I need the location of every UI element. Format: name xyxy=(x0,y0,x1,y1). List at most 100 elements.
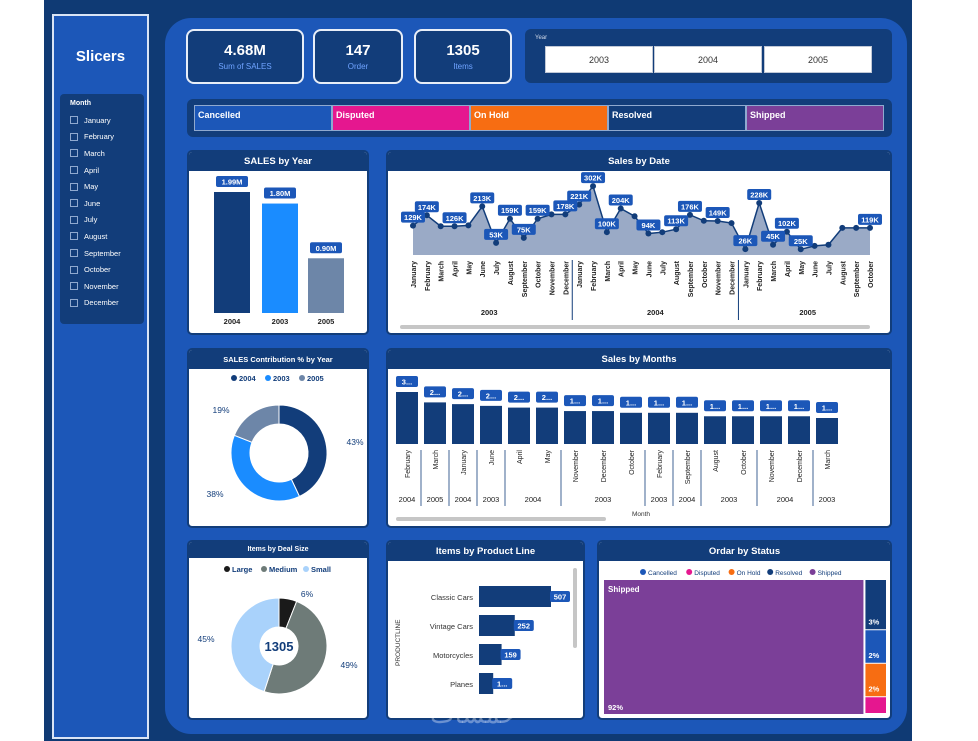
legend-dot xyxy=(303,566,309,572)
checkbox-icon[interactable] xyxy=(70,265,78,274)
month-bar xyxy=(648,412,670,444)
sales-date-month-label: October xyxy=(702,261,709,288)
year-slicer: Year 2003 2004 2005 xyxy=(525,29,892,83)
sales-date-month-label: March xyxy=(439,261,446,282)
month-tick-label: March xyxy=(825,450,832,470)
year-option-2003[interactable]: 2003 xyxy=(545,46,653,73)
checkbox-icon[interactable] xyxy=(70,116,78,125)
sales-date-label-bg xyxy=(470,192,495,204)
status-cancelled-button[interactable]: Cancelled xyxy=(194,105,332,131)
product-bar-label-bg xyxy=(492,678,513,689)
month-option-february[interactable]: February xyxy=(70,129,144,146)
checkbox-icon[interactable] xyxy=(70,232,78,241)
month-option-july[interactable]: July xyxy=(70,212,144,229)
kpi-items-label: Items xyxy=(453,62,473,71)
product-category-label: Classic Cars xyxy=(431,593,473,602)
checkbox-icon[interactable] xyxy=(70,215,78,224)
month-bar xyxy=(592,411,614,444)
horizontal-scrollbar xyxy=(396,517,606,521)
order-by-status-chart: Cancelled Disputed On Hold Resolved Shipped S… xyxy=(604,569,886,714)
legend-dot xyxy=(767,569,774,575)
status-onhold-button[interactable]: On Hold xyxy=(470,105,608,131)
sales-date-label-bg xyxy=(788,235,813,247)
month-tick-label: October xyxy=(629,449,636,475)
checkbox-icon[interactable] xyxy=(70,132,78,141)
month-bar-label-bg xyxy=(592,395,614,407)
month-bar-label-bg xyxy=(620,396,642,408)
legend-label: Small xyxy=(311,565,331,574)
sales-date-label: 126K xyxy=(446,214,465,223)
month-option-january[interactable]: January xyxy=(70,112,144,129)
checkbox-icon[interactable] xyxy=(70,199,78,208)
sales-date-point xyxy=(576,201,583,208)
checkbox-icon[interactable] xyxy=(70,282,78,291)
status-shipped-button[interactable]: Shipped xyxy=(746,105,884,131)
sales-date-month-label: April xyxy=(453,261,460,277)
month-option-may[interactable]: May xyxy=(70,178,144,195)
sales-date-point xyxy=(520,234,527,241)
sales-date-month-label: May xyxy=(633,261,640,275)
sales-date-month-label: May xyxy=(799,261,806,275)
checkbox-icon[interactable] xyxy=(70,249,78,258)
month-bar-label-bg xyxy=(452,388,474,400)
contribution-slice xyxy=(230,434,301,502)
sales-date-point xyxy=(811,242,818,249)
sales-date-label: 102K xyxy=(778,219,797,228)
year-bar-label: 1.80M xyxy=(270,189,291,198)
donut-center xyxy=(260,627,298,665)
month-year-label: 2003 xyxy=(483,495,500,504)
year-bar-label-bg xyxy=(264,187,296,199)
month-option-september[interactable]: September xyxy=(70,245,144,262)
year-option-2004[interactable]: 2004 xyxy=(654,46,762,73)
sales-date-point xyxy=(617,205,624,212)
month-bar-label: 2... xyxy=(458,390,468,399)
sales-date-year-label: 2003 xyxy=(481,308,498,317)
sales-date-label-bg xyxy=(747,188,772,200)
status-disputed-button[interactable]: Disputed xyxy=(332,105,470,131)
month-bar xyxy=(732,416,754,444)
month-option-march[interactable]: March xyxy=(70,145,144,162)
month-option-august[interactable]: August xyxy=(70,228,144,245)
month-option-label: April xyxy=(84,165,100,175)
sales-date-label-bg xyxy=(705,207,730,219)
items-by-deal-card: Items by Deal Size Large Medium Small 1305 6… xyxy=(187,540,369,720)
month-option-label: October xyxy=(84,265,111,275)
sales-date-label: 100K xyxy=(598,220,617,229)
sales-date-label-bg xyxy=(567,190,592,202)
sales-date-label-bg xyxy=(581,172,606,184)
month-option-november[interactable]: November xyxy=(70,278,144,295)
treemap-shipped-value: 92% xyxy=(608,703,623,712)
sales-contribution-chart: 2004 2003 2005 43% 38% 19% xyxy=(206,374,364,502)
month-bar-label-bg xyxy=(788,400,810,412)
horizontal-scrollbar xyxy=(400,325,870,329)
sales-date-label-bg xyxy=(774,217,799,229)
month-option-october[interactable]: October xyxy=(70,261,144,278)
sales-date-point xyxy=(534,215,541,222)
kpi-sales-card: 4.68M Sum of SALES xyxy=(186,29,304,84)
sales-by-year-card: SALES by Year 1.99M 2004 1.80M 2003 0.90M 200… xyxy=(187,150,369,335)
sales-date-point xyxy=(506,215,513,222)
month-tick-label: November xyxy=(769,449,776,482)
month-bar-label: 2... xyxy=(542,393,552,402)
month-option-june[interactable]: June xyxy=(70,195,144,212)
sales-date-point xyxy=(493,239,500,246)
month-option-april[interactable]: April xyxy=(70,162,144,179)
month-option-label: January xyxy=(84,115,111,125)
month-bar xyxy=(564,411,586,444)
year-option-2005[interactable]: 2005 xyxy=(764,46,872,73)
status-resolved-button[interactable]: Resolved xyxy=(608,105,746,131)
sales-date-label-bg xyxy=(608,194,633,206)
month-tick-label: March xyxy=(433,450,440,470)
checkbox-icon[interactable] xyxy=(70,182,78,191)
month-bar-label: 1... xyxy=(794,402,804,411)
sales-date-label: 159K xyxy=(529,206,548,215)
sales-date-month-label: December xyxy=(563,261,570,295)
month-option-december[interactable]: December xyxy=(70,295,144,312)
checkbox-icon[interactable] xyxy=(70,166,78,175)
checkbox-icon[interactable] xyxy=(70,298,78,307)
month-slicer: Month January February March April May June Ju… xyxy=(60,94,144,324)
month-bar-label: 1... xyxy=(570,397,580,406)
sales-date-month-label: June xyxy=(813,261,820,277)
checkbox-icon[interactable] xyxy=(70,149,78,158)
month-option-label: June xyxy=(84,198,101,208)
